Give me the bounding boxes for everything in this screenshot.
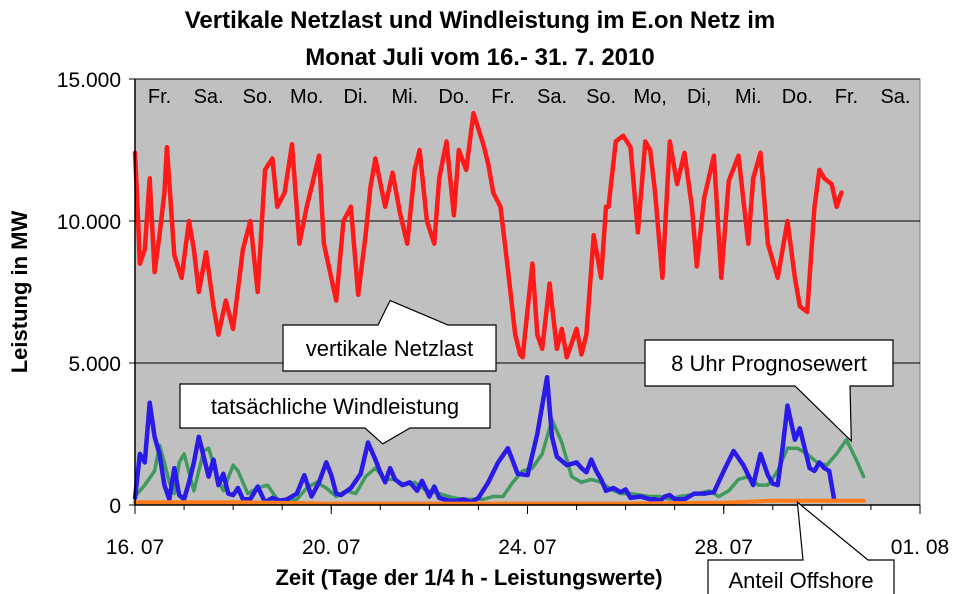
y-tick-label: 0 <box>109 495 121 518</box>
series-line-offshore <box>133 498 866 506</box>
annotation-callout: tatsächliche Windleistung <box>179 383 491 445</box>
chart-title-line-2: Monat Juli vom 16.- 31. 7. 2010 <box>305 44 654 71</box>
weekday-label: Mi. <box>392 86 419 108</box>
x-axis-label: Zeit (Tage der 1/4 h - Leistungswerte) <box>275 565 662 590</box>
annotation-label: Anteil Offshore <box>728 568 873 593</box>
weekday-label: Fr. <box>491 86 514 108</box>
annotation-label: tatsächliche Windleistung <box>211 394 459 419</box>
annotation-callout: 8 Uhr Prognosewert <box>644 339 894 443</box>
weekday-label: Mi. <box>735 86 762 108</box>
y-axis-label: Leistung in MW <box>7 211 32 374</box>
weekday-label: Fr. <box>148 86 171 108</box>
annotation-label: vertikale Netzlast <box>306 336 474 361</box>
weekday-label: Di. <box>344 86 368 108</box>
weekday-label: Do. <box>438 86 469 108</box>
y-tick-label: 5.000 <box>68 353 121 376</box>
annotation-callout: vertikale Netzlast <box>282 299 497 372</box>
y-tick-label: 15.000 <box>57 69 121 92</box>
weekday-label: Mo. <box>290 86 323 108</box>
weekday-label: Fr. <box>835 86 858 108</box>
annotation-box <box>282 299 497 372</box>
weekday-label: Sa. <box>880 86 910 108</box>
weekday-label: Mo, <box>633 86 666 108</box>
annotation-callout: Anteil Offshore <box>707 500 895 594</box>
annotation-box <box>179 383 491 445</box>
weekday-label: Do. <box>782 86 813 108</box>
series-line-netzlast <box>132 110 844 360</box>
annotation-box <box>707 500 895 594</box>
weekday-label: So. <box>586 86 616 108</box>
annotation-label: 8 Uhr Prognosewert <box>671 351 867 376</box>
x-tick-label: 28. 07 <box>695 536 753 559</box>
weekday-label: Sa. <box>194 86 224 108</box>
annotation-box <box>644 339 894 443</box>
chart-title-line-1: Vertikale Netzlast und Windleistung im E… <box>185 7 776 34</box>
x-tick-label: 24. 07 <box>498 536 556 559</box>
weekday-label: Di, <box>687 86 711 108</box>
weekday-label: Sa. <box>537 86 567 108</box>
y-tick-label: 10.000 <box>57 211 121 234</box>
series-line-windleistung <box>132 374 837 505</box>
x-tick-label: 16. 07 <box>106 536 164 559</box>
weekday-label: So. <box>243 86 273 108</box>
x-tick-label: 01. 08 <box>891 536 949 559</box>
x-tick-label: 20. 07 <box>302 536 360 559</box>
